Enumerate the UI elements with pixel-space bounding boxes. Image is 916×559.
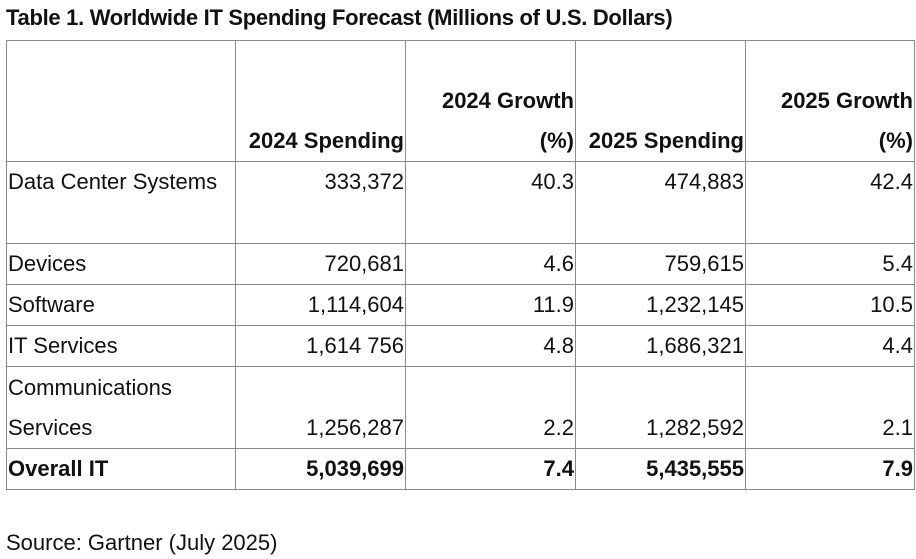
table-total-row: Overall IT 5,039,699 7.4 5,435,555 7.9 [6, 448, 915, 490]
cell: 2.2 [405, 366, 576, 449]
cell: 720,681 [235, 243, 406, 285]
cell: 4.6 [405, 243, 576, 285]
cell: 1,114,604 [235, 284, 406, 326]
cell: 4.4 [745, 325, 915, 367]
cell: 5,039,699 [235, 448, 406, 490]
table-row: IT Services 1,614 756 4.8 1,686,321 4.4 [6, 325, 915, 367]
cell: 1,256,287 [235, 366, 406, 449]
row-label: Communications Services [6, 366, 236, 449]
cell: 4.8 [405, 325, 576, 367]
cell: 759,615 [575, 243, 746, 285]
cell: 474,883 [575, 161, 746, 244]
cell: 40.3 [405, 161, 576, 244]
table-row: Data Center Systems 333,372 40.3 474,883… [6, 161, 915, 244]
cell: 11.9 [405, 284, 576, 326]
cell: 5,435,555 [575, 448, 746, 490]
cell: 5.4 [745, 243, 915, 285]
row-label: IT Services [6, 325, 236, 367]
cell: 1,686,321 [575, 325, 746, 367]
cell: 1,614 756 [235, 325, 406, 367]
table-header-row: 2024 Spending 2024 Growth (%) 2025 Spend… [6, 40, 915, 162]
it-spending-table: 2024 Spending 2024 Growth (%) 2025 Spend… [6, 40, 915, 490]
table-row: Devices 720,681 4.6 759,615 5.4 [6, 243, 915, 285]
row-label: Devices [6, 243, 236, 285]
cell: 333,372 [235, 161, 406, 244]
table-row: Communications Services 1,256,287 2.2 1,… [6, 366, 915, 449]
cell: 7.4 [405, 448, 576, 490]
header-cell: 2025 Growth (%) [745, 40, 915, 162]
cell: 10.5 [745, 284, 915, 326]
table-title: Table 1. Worldwide IT Spending Forecast … [6, 5, 673, 30]
row-label: Software [6, 284, 236, 326]
row-label: Data Center Systems [6, 161, 236, 244]
header-cell [6, 40, 236, 162]
cell: 42.4 [745, 161, 915, 244]
cell: 7.9 [745, 448, 915, 490]
source-note: Source: Gartner (July 2025) [6, 530, 278, 555]
cell: 1,282,592 [575, 366, 746, 449]
header-cell: 2025 Spending [575, 40, 746, 162]
header-cell: 2024 Spending [235, 40, 406, 162]
header-cell: 2024 Growth (%) [405, 40, 576, 162]
table-row: Software 1,114,604 11.9 1,232,145 10.5 [6, 284, 915, 326]
cell: 2.1 [745, 366, 915, 449]
cell: 1,232,145 [575, 284, 746, 326]
row-label: Overall IT [6, 448, 236, 490]
